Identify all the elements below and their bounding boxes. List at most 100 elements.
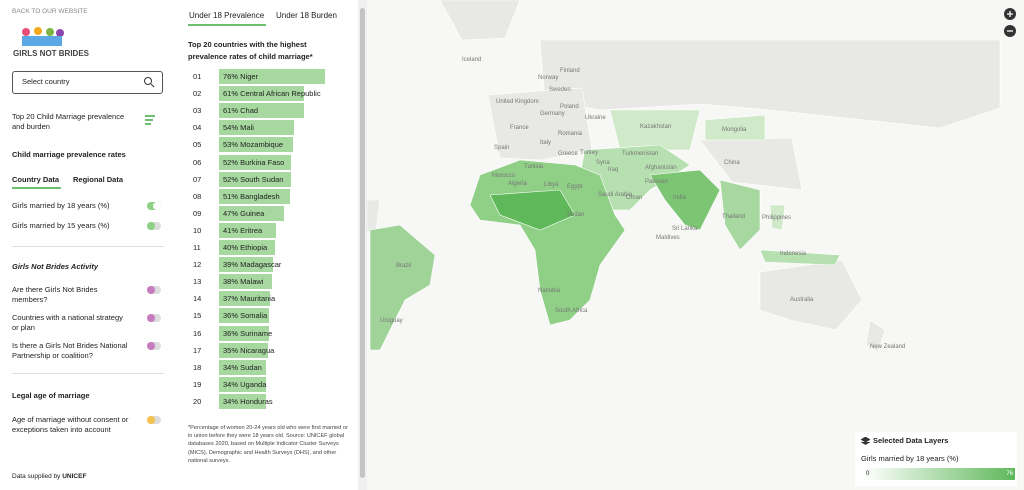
ranking-label[interactable]: 54% Mali (223, 120, 254, 135)
map-label: Mongolia (722, 127, 747, 133)
toggle[interactable] (147, 222, 161, 230)
ranking-label[interactable]: 40% Ethiopia (223, 240, 267, 255)
ranking-bar (219, 171, 292, 187)
ranking-title: Top 20 countries with the highest preval… (188, 40, 313, 61)
map-label: Namibia (538, 288, 561, 294)
ranking-value: 39% (223, 260, 239, 270)
panel-tab[interactable]: Under 18 Prevalence (189, 11, 265, 20)
ranking-label[interactable]: 41% Eritrea (223, 223, 262, 238)
rank-number: 09 (193, 208, 202, 218)
panel-tab-underline (188, 24, 266, 26)
scroll-thumb[interactable] (360, 8, 365, 478)
ranking-value: 37% (223, 294, 239, 304)
rank-number: 10 (193, 225, 202, 235)
ranking-label[interactable]: 34% Sudan (223, 360, 262, 375)
ranking-label[interactable]: 51% Bangladesh (223, 189, 280, 204)
ranking-label[interactable]: 47% Guinea (223, 206, 264, 221)
rank-number: 05 (193, 140, 202, 150)
layer-label[interactable]: Is there a Girls Not Brides National Par… (12, 341, 128, 360)
ranking-label[interactable]: 61% Central African Republic (223, 86, 321, 101)
search-box[interactable] (12, 71, 163, 94)
rank-number: 12 (193, 260, 202, 270)
ranking-value: 52% (223, 174, 239, 184)
ranking-label[interactable]: 34% Uganda (223, 377, 266, 392)
ranking-country: Madagascar (240, 260, 282, 270)
layer-label[interactable]: Age of marriage without consent or excep… (12, 415, 129, 434)
ranking-label[interactable]: 53% Mozambique (223, 137, 283, 152)
search-icon (144, 77, 155, 88)
ranking-value: 53% (223, 140, 239, 150)
ranking-value: 34% (223, 396, 239, 406)
ranking-value: 34% (223, 379, 239, 389)
ranking-list: 01 76% Niger 02 61% Central African Republi… (188, 69, 348, 414)
rank-number: 03 (193, 106, 202, 116)
data-regions (369, 109, 841, 351)
map-label: Germany (540, 111, 565, 117)
ranking-value: 54% (223, 123, 239, 133)
toggle[interactable] (147, 314, 161, 322)
legend-layer: Girls married by 18 years (%) (861, 454, 959, 463)
ranking-bar (219, 205, 285, 221)
map-label: Brazil (396, 263, 411, 269)
rank-number: 14 (193, 294, 202, 304)
ranking-value: 76% (223, 72, 239, 81)
ranking-country: Burkina Faso (240, 157, 285, 167)
ranking-label[interactable]: 37% Mauritania (223, 291, 275, 306)
ranking-country: Honduras (240, 396, 273, 406)
map-label: Italy (540, 140, 551, 146)
divider (12, 373, 164, 374)
footer-prefix: Data supplied by (12, 473, 61, 480)
rank-number: 20 (193, 396, 202, 406)
ranking-label[interactable]: 52% Burkina Faso (223, 155, 284, 170)
top20-link[interactable]: Top 20 Child Marriage prevalence and bur… (12, 112, 125, 131)
ranking-value: 35% (223, 345, 239, 355)
tab[interactable]: Regional Data (73, 175, 124, 184)
map-label: India (673, 195, 687, 201)
ranking-label[interactable]: 52% South Sudan (223, 172, 283, 187)
toggle[interactable] (147, 202, 161, 210)
layer-label[interactable]: Girls married by 18 years (%) (12, 201, 110, 210)
ranking-country: Suriname (240, 328, 273, 338)
toggle[interactable] (147, 416, 161, 424)
ranking-label[interactable]: 38% Malawi (223, 274, 263, 289)
scrollbar[interactable] (358, 0, 367, 490)
search-placeholder[interactable]: Select country (22, 77, 70, 86)
ranking-label[interactable]: 36% Suriname (223, 326, 272, 341)
ranking-bar (219, 69, 325, 84)
layer-label[interactable]: Are there Girls Not Brides members? (12, 285, 98, 304)
ranking-label[interactable]: 36% Somalia (223, 308, 267, 323)
ranking-country: Chad (240, 106, 259, 116)
ranking-label[interactable]: 76% Niger (223, 69, 258, 84)
layer-label[interactable]: Girls married by 15 years (%) (12, 221, 110, 230)
toggle[interactable] (147, 342, 161, 350)
toggle[interactable] (147, 286, 161, 294)
ranking-label[interactable]: 34% Honduras (223, 394, 273, 409)
layer-label[interactable]: Countries with a national strategy or pl… (12, 313, 123, 332)
map-label: Iraq (608, 167, 618, 173)
ranking-country: Ethiopia (240, 243, 268, 252)
map-label: South Africa (555, 308, 588, 314)
rank-number: 19 (193, 379, 202, 389)
section-heading: Child marriage prevalence rates (12, 150, 126, 159)
ranking-bar (219, 393, 267, 409)
ranking-value: 36% (223, 311, 239, 321)
ranking-country: Mozambique (240, 140, 284, 150)
ranking-label[interactable]: 35% Nicaragua (223, 343, 274, 358)
tab[interactable]: Country Data (12, 175, 60, 184)
ranking-bar (219, 325, 270, 341)
map-label: Sri Lanka (672, 226, 698, 232)
rank-number: 11 (193, 243, 201, 252)
panel-tab[interactable]: Under 18 Burden (276, 11, 337, 20)
ranking-country: Mauritania (240, 294, 276, 304)
ranking-label[interactable]: 39% Madagascar (223, 257, 281, 272)
map-label: Philippines (762, 215, 791, 221)
toggle-knob (147, 222, 155, 230)
ranking-label[interactable]: 61% Chad (223, 103, 258, 118)
land (367, 0, 1001, 353)
ranking-value: 52% (223, 157, 239, 167)
map-label: Turkmenistan (622, 151, 658, 157)
back-link[interactable]: BACK TO OUR WEBSITE (12, 8, 88, 15)
layers-icon (861, 437, 870, 445)
